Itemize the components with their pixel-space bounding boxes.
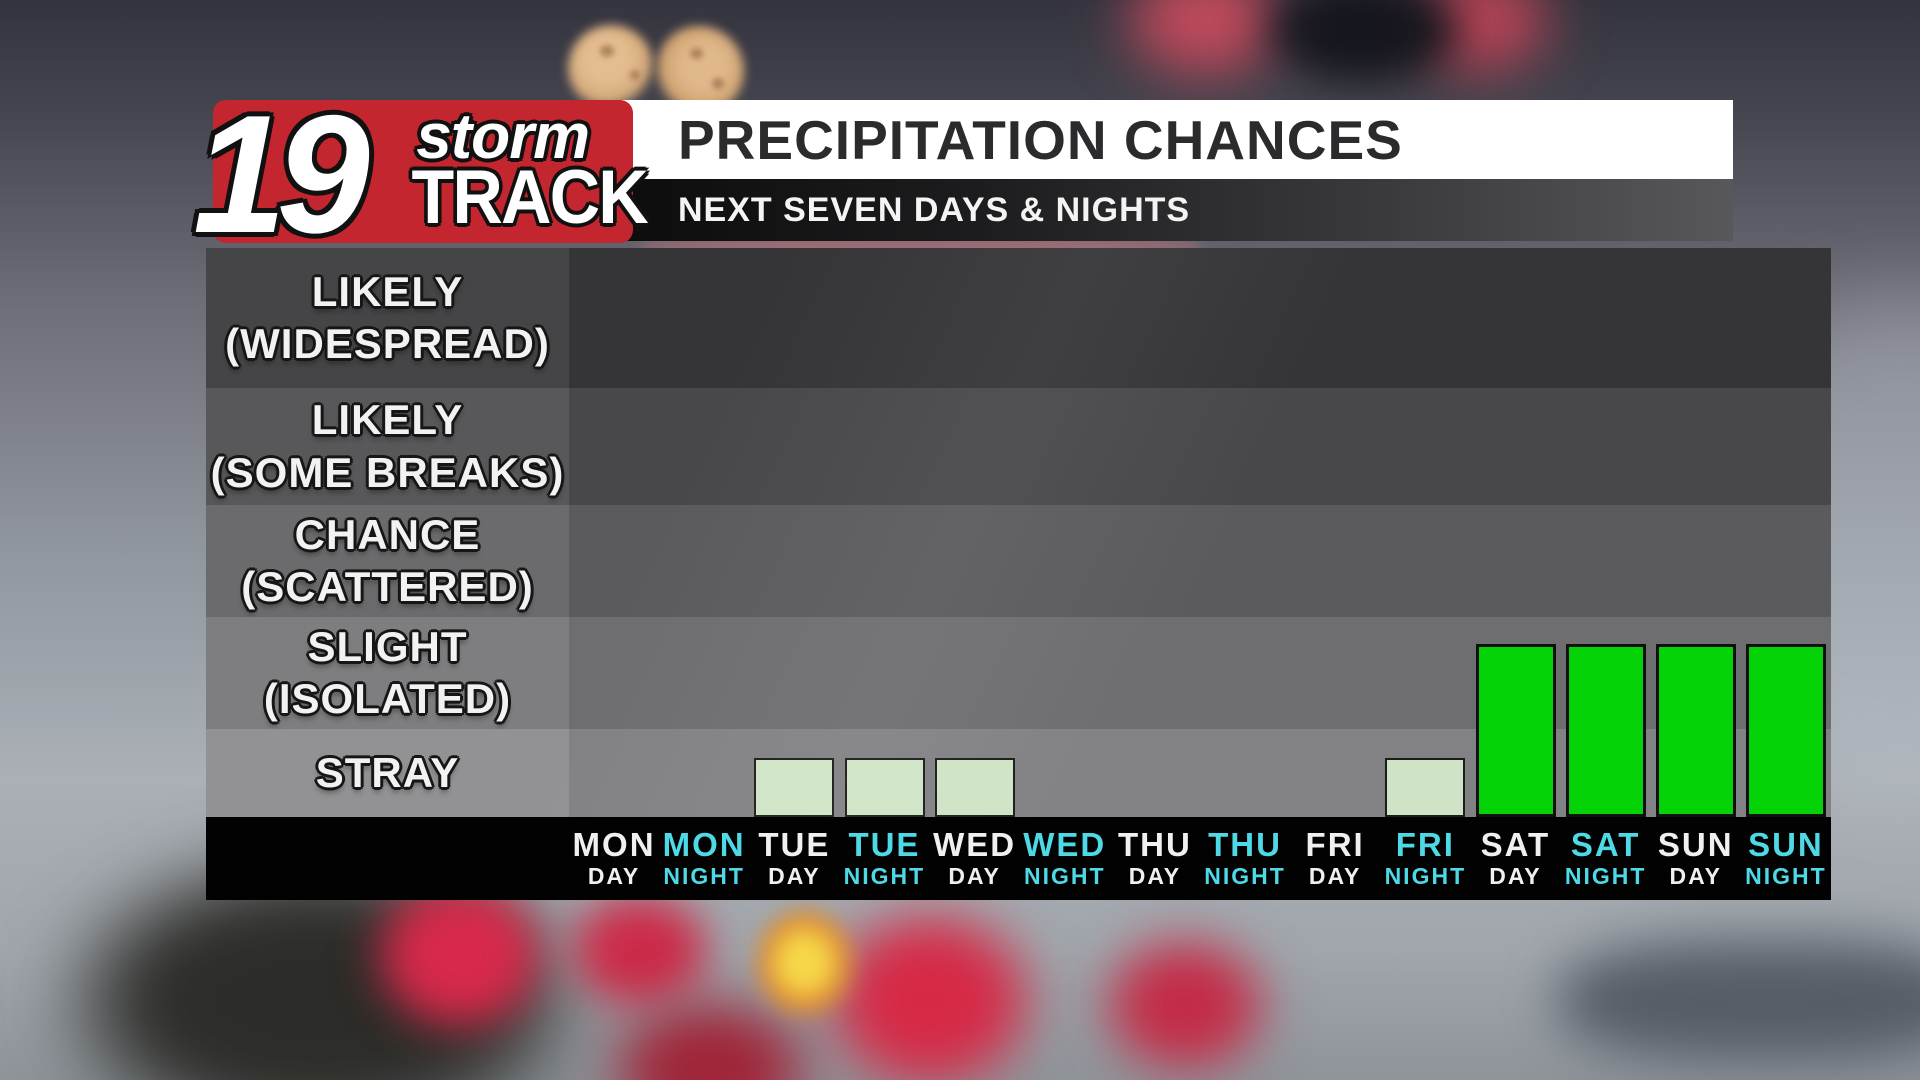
col-label-tue-day: TUE DAY: [749, 817, 839, 900]
col-day-name: TUE: [848, 826, 921, 864]
bar-wed-day: [934, 758, 1015, 817]
row-label-line1: CHANCE: [294, 510, 481, 558]
col-label-fri-night: FRI NIGHT: [1380, 817, 1470, 900]
col-label-sun-day: SUN DAY: [1651, 817, 1741, 900]
col-period-name: NIGHT: [843, 862, 926, 889]
row-label-slight-isolated: SLIGHT (ISOLATED): [206, 617, 569, 729]
header-title-bar: PRECIPITATION CHANCES: [560, 100, 1733, 179]
tail-light-blur: [1095, 930, 1275, 1080]
col-period-name: DAY: [1669, 862, 1722, 889]
row-label-line2: (SOME BREAKS): [210, 448, 565, 496]
row-label-chance-scattered: CHANCE (SCATTERED): [206, 505, 569, 617]
row-label-line1: LIKELY: [311, 267, 464, 315]
header-subtitle-bar: NEXT SEVEN DAYS & NIGHTS: [560, 179, 1733, 241]
col-day-name: THU: [1118, 826, 1192, 864]
col-label-tue-night: TUE NIGHT: [839, 817, 929, 900]
col-day-name: MON: [572, 826, 656, 864]
bokeh-spot: [630, 70, 640, 80]
col-period-name: NIGHT: [1564, 862, 1647, 889]
tail-light-blur: [815, 900, 1045, 1080]
row-label-stray: STRAY: [206, 729, 569, 817]
col-day-name: SAT: [1480, 826, 1551, 864]
tail-light-blur: [1110, 0, 1300, 90]
bar-sat-night: [1565, 644, 1646, 817]
car-silhouette-blur: [1255, 0, 1475, 90]
col-period-name: NIGHT: [1384, 862, 1467, 889]
col-label-thu-day: THU DAY: [1110, 817, 1200, 900]
bar-tue-night: [844, 758, 925, 817]
col-day-name: SUN: [1748, 826, 1824, 864]
bokeh-spot: [712, 78, 724, 89]
x-axis-strip: MON DAY MON NIGHT TUE DAY TUE NIGHT WED DAY WED NIG…: [206, 817, 1831, 900]
bar-tue-day: [754, 758, 835, 817]
row-label-line2: (ISOLATED): [263, 675, 512, 722]
col-day-name: MON: [662, 826, 746, 864]
col-period-name: NIGHT: [1023, 862, 1106, 889]
chart-band-level-3: [569, 505, 1831, 617]
bokeh-light: [568, 25, 654, 111]
bar-sun-night: [1745, 644, 1826, 817]
col-label-mon-day: MON DAY: [569, 817, 659, 900]
row-label-line2: (SCATTERED): [241, 563, 534, 610]
bar-sat-day: [1475, 644, 1556, 817]
col-day-name: WED: [933, 826, 1017, 864]
logo-word-track: TRACK: [411, 155, 649, 240]
road-reflection-blur: [1560, 940, 1920, 1060]
yellow-light-blur: [752, 905, 857, 1020]
col-day-name: TUE: [758, 826, 831, 864]
precipitation-chart: LIKELY (WIDESPREAD) LIKELY (SOME BREAKS) CHA…: [206, 248, 1831, 900]
col-day-name: THU: [1208, 826, 1282, 864]
bar-fri-night: [1385, 758, 1466, 817]
col-period-name: DAY: [1128, 862, 1182, 889]
col-label-sat-day: SAT DAY: [1470, 817, 1560, 900]
tail-light-blur: [1395, 0, 1565, 85]
col-label-fri-day: FRI DAY: [1290, 817, 1380, 900]
col-day-name: SAT: [1570, 826, 1641, 864]
col-label-mon-night: MON NIGHT: [659, 817, 749, 900]
col-period-name: DAY: [1308, 862, 1362, 889]
col-day-name: FRI: [1305, 826, 1365, 864]
row-label-line1: STRAY: [315, 748, 460, 796]
logo-number: 19: [193, 80, 370, 268]
bar-sun-day: [1655, 644, 1736, 817]
col-label-sat-night: SAT NIGHT: [1561, 817, 1651, 900]
col-period-name: DAY: [948, 862, 1001, 889]
bokeh-spot: [690, 48, 703, 59]
chart-band-level-5: [569, 248, 1831, 388]
col-label-thu-night: THU NIGHT: [1200, 817, 1290, 900]
tail-light-blur: [560, 885, 720, 1015]
col-period-name: DAY: [1489, 862, 1542, 889]
col-day-name: WED: [1023, 826, 1107, 864]
row-label-line2: (WIDESPREAD): [225, 320, 550, 367]
col-period-name: DAY: [768, 862, 821, 889]
row-label-line1: LIKELY: [311, 396, 464, 443]
logo-word-storm: storm: [416, 100, 590, 172]
row-label-likely-some-breaks: LIKELY (SOME BREAKS): [206, 388, 569, 505]
col-period-name: NIGHT: [1204, 862, 1286, 889]
page-subtitle: NEXT SEVEN DAYS & NIGHTS: [678, 190, 1191, 229]
col-period-name: NIGHT: [1745, 862, 1827, 889]
col-day-name: SUN: [1657, 826, 1734, 864]
chart-band-level-4: [569, 388, 1831, 505]
col-label-wed-night: WED NIGHT: [1020, 817, 1110, 900]
col-label-sun-night: SUN NIGHT: [1741, 817, 1831, 900]
row-label-likely-widespread: LIKELY (WIDESPREAD): [206, 248, 569, 388]
col-label-wed-day: WED DAY: [930, 817, 1020, 900]
tail-light-blur: [600, 990, 820, 1080]
station-logo: 19 storm TRACK: [193, 90, 649, 258]
col-day-name: FRI: [1395, 826, 1455, 864]
page-title: PRECIPITATION CHANCES: [678, 108, 1403, 171]
col-period-name: DAY: [587, 862, 641, 889]
bokeh-spot: [600, 45, 614, 57]
col-period-name: NIGHT: [663, 862, 745, 889]
row-label-line1: SLIGHT: [307, 622, 468, 670]
